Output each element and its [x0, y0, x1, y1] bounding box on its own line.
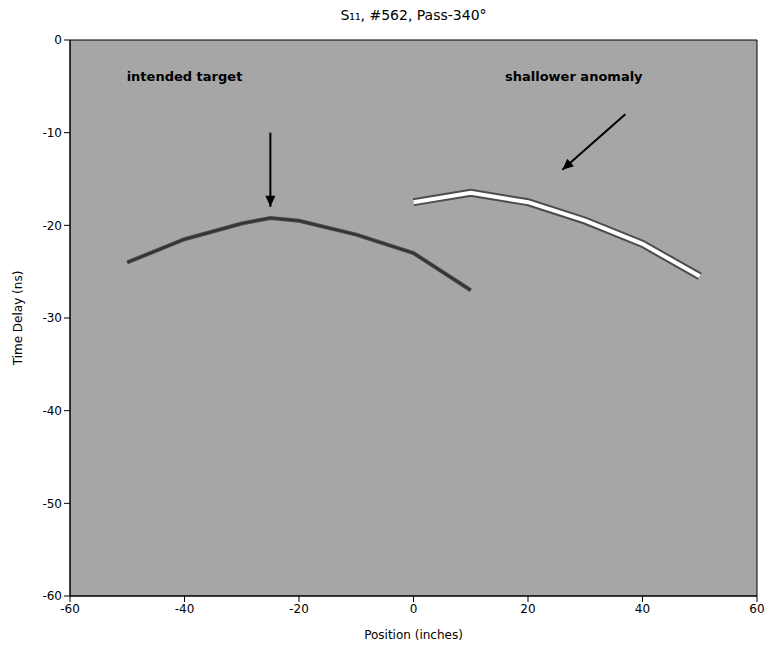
svg-text:-40: -40	[42, 404, 62, 418]
svg-text:intended target: intended target	[127, 69, 243, 84]
svg-text:-60: -60	[42, 589, 62, 603]
svg-text:shallower anomaly: shallower anomaly	[505, 69, 643, 84]
svg-text:-40: -40	[175, 602, 195, 616]
svg-text:-30: -30	[42, 311, 62, 325]
svg-text:-20: -20	[289, 602, 309, 616]
svg-text:-10: -10	[42, 126, 62, 140]
svg-text:-20: -20	[42, 219, 62, 233]
svg-text:0: 0	[54, 33, 62, 47]
svg-text:20: 20	[520, 602, 535, 616]
html-text:S₁₁, #562, Pass-340°: S₁₁, #562, Pass-340°	[340, 7, 487, 23]
svg-text:40: 40	[635, 602, 650, 616]
svg-text:60: 60	[749, 602, 764, 616]
svg-text:Time Delay (ns): Time Delay (ns)	[11, 271, 25, 367]
svg-text:0: 0	[410, 602, 418, 616]
svg-text:Position (inches): Position (inches)	[364, 628, 463, 642]
svg-text:-50: -50	[42, 497, 62, 511]
svg-text:-60: -60	[60, 602, 80, 616]
